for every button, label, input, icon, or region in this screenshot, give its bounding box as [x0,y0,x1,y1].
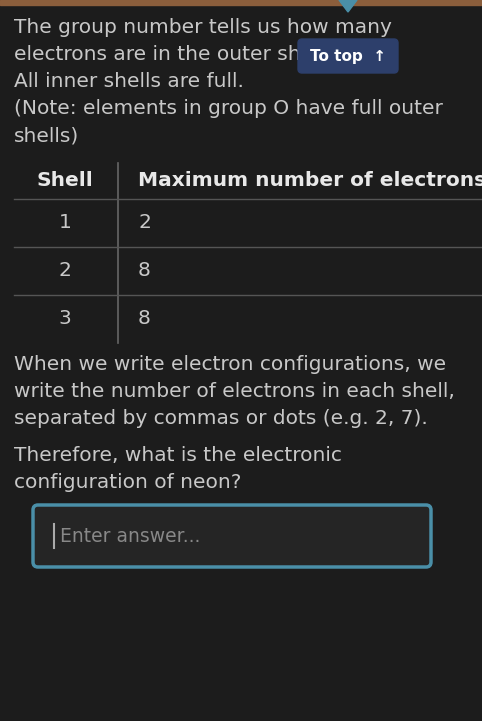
FancyBboxPatch shape [298,39,398,73]
Text: write the number of electrons in each shell,: write the number of electrons in each sh… [14,382,455,401]
Text: 1: 1 [58,213,71,232]
Text: 2: 2 [58,261,71,280]
Text: 3: 3 [59,309,71,328]
Text: Enter answer...: Enter answer... [60,526,201,546]
Polygon shape [339,0,357,12]
Text: The group number tells us how many: The group number tells us how many [14,18,392,37]
Text: configuration of neon?: configuration of neon? [14,473,241,492]
Text: Shell: Shell [37,171,94,190]
Bar [0,0,482,5]
Text: When we write electron configurations, we: When we write electron configurations, w… [14,355,446,374]
Text: 2: 2 [138,213,151,232]
Text: All inner shells are full.: All inner shells are full. [14,72,244,91]
Text: separated by commas or dots (e.g. 2, 7).: separated by commas or dots (e.g. 2, 7). [14,409,428,428]
Text: Maximum number of electrons: Maximum number of electrons [138,171,482,190]
Text: shells): shells) [14,126,79,145]
Text: 8: 8 [138,261,151,280]
FancyBboxPatch shape [33,505,431,567]
Text: electrons are in the outer shell.: electrons are in the outer shell. [14,45,331,64]
Text: To top  ↑: To top ↑ [310,48,386,63]
Text: 8: 8 [138,309,151,328]
Text: (Note: elements in group O have full outer: (Note: elements in group O have full out… [14,99,443,118]
Text: Therefore, what is the electronic: Therefore, what is the electronic [14,446,342,465]
